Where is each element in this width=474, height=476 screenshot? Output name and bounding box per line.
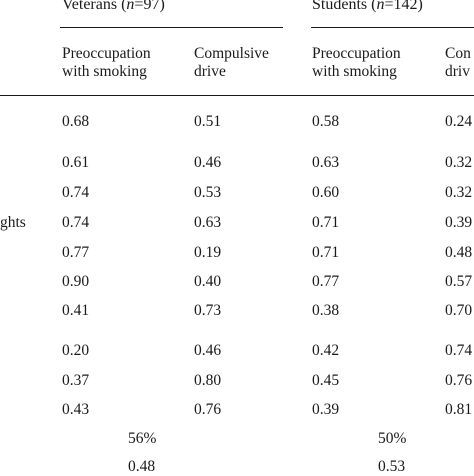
table-cell: 0.71 xyxy=(312,244,340,261)
col-header-3: Preoccupation with smoking xyxy=(312,45,401,80)
col-header-1: Preoccupation with smoking xyxy=(62,45,151,80)
row-label-fragment: ghts xyxy=(0,214,26,231)
table-cell: 0.76 xyxy=(194,401,222,418)
table-cell: 0.74 xyxy=(62,214,90,231)
table-cell: 0.81 xyxy=(445,401,473,418)
table-cell: 0.73 xyxy=(194,302,222,319)
group-rule-veterans xyxy=(60,27,283,28)
table-cell: 0.76 xyxy=(445,372,473,389)
group-rule-students xyxy=(311,27,474,28)
summary-cell-students: 50% xyxy=(378,430,407,447)
header-rule xyxy=(0,95,474,96)
table-cell: 0.90 xyxy=(62,273,90,290)
table-cell: 0.37 xyxy=(62,372,90,389)
summary-cell-students: 0.53 xyxy=(378,458,406,475)
table-cell: 0.38 xyxy=(312,302,340,319)
table-cell: 0.43 xyxy=(62,401,90,418)
table-cell: 0.39 xyxy=(312,401,340,418)
table-cell: 0.63 xyxy=(312,154,340,171)
table-cell: 0.77 xyxy=(312,273,340,290)
table-cell: 0.63 xyxy=(194,214,222,231)
table-cell: 0.74 xyxy=(62,184,90,201)
table-cell: 0.74 xyxy=(445,342,473,359)
table-cell: 0.32 xyxy=(445,184,473,201)
table-cell: 0.41 xyxy=(62,302,90,319)
summary-cell-veterans: 0.48 xyxy=(128,458,156,475)
group-header-veterans: Veterans (n=97) xyxy=(62,0,165,13)
table-cell: 0.77 xyxy=(62,244,90,261)
table-cell: 0.45 xyxy=(312,372,340,389)
table-cell: 0.39 xyxy=(445,214,473,231)
table-cell: 0.19 xyxy=(194,244,222,261)
table-cell: 0.32 xyxy=(445,154,473,171)
table-cell: 0.80 xyxy=(194,372,222,389)
table-cell: 0.40 xyxy=(194,273,222,290)
table-cell: 0.20 xyxy=(62,342,90,359)
table-cell: 0.46 xyxy=(194,154,222,171)
table-cell: 0.61 xyxy=(62,154,90,171)
table-cell: 0.68 xyxy=(62,113,90,130)
table-cell: 0.48 xyxy=(445,244,473,261)
group-header-students: Students (n=142) xyxy=(312,0,423,13)
table-cell: 0.70 xyxy=(445,302,473,319)
table-cell: 0.24 xyxy=(445,113,473,130)
table-cell: 0.57 xyxy=(445,273,473,290)
table-cell: 0.51 xyxy=(194,113,222,130)
table-cell: 0.53 xyxy=(194,184,222,201)
table-cell: 0.46 xyxy=(194,342,222,359)
table-cell: 0.42 xyxy=(312,342,340,359)
summary-cell-veterans: 56% xyxy=(128,430,157,447)
col-header-4: Con driv xyxy=(445,45,471,80)
table-cell: 0.58 xyxy=(312,113,340,130)
table-cell: 0.71 xyxy=(312,214,340,231)
table-cell: 0.60 xyxy=(312,184,340,201)
col-header-2: Compulsive drive xyxy=(194,45,269,80)
